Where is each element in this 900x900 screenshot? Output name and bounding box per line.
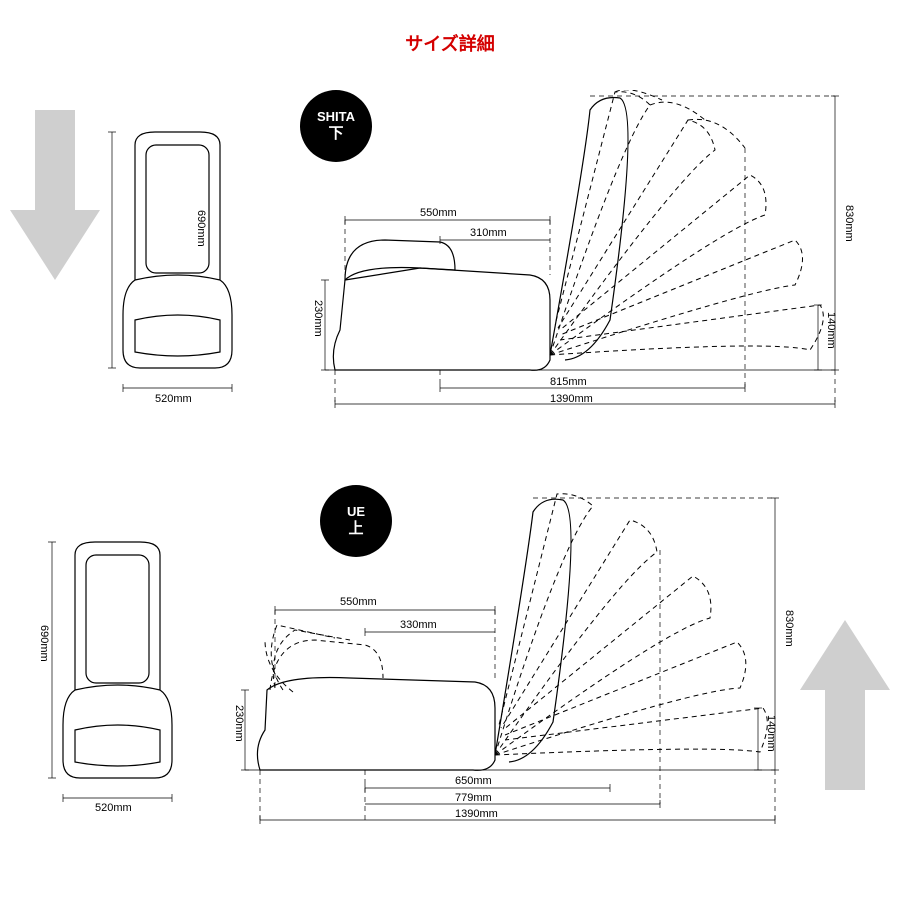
shita-1390: 1390mm [550,393,593,405]
shita-830: 830mm [843,205,855,242]
ue-830: 830mm [783,610,795,647]
shita-550: 550mm [420,207,457,219]
ue-779: 779mm [455,792,492,804]
ue-330: 330mm [400,619,437,631]
ue-front-width: 520mm [95,802,132,814]
shita-front-drawing [100,120,270,420]
shita-230: 230mm [312,300,324,337]
arrow-down-icon [10,110,100,290]
shita-panel: SHITA 下 690mm 520mm [100,80,870,430]
ue-front-height: 690mm [38,625,50,662]
ue-550: 550mm [340,596,377,608]
ue-230: 230mm [233,705,245,742]
page-title: サイズ詳細 [0,30,900,56]
ue-650: 650mm [455,775,492,787]
shita-140: 140mm [825,312,837,349]
ue-140: 140mm [765,715,777,752]
shita-310: 310mm [470,227,507,239]
arrow-up-icon [800,610,890,790]
ue-front-drawing [40,530,210,830]
shita-front-width: 520mm [155,393,192,405]
shita-side-drawing [290,90,870,420]
ue-side-drawing [215,490,805,840]
ue-panel: UE 上 690mm 520mm [40,480,810,850]
shita-815: 815mm [550,376,587,388]
ue-1390: 1390mm [455,808,498,820]
title-text: サイズ詳細 [405,34,494,54]
shita-front-height: 690mm [195,210,207,247]
